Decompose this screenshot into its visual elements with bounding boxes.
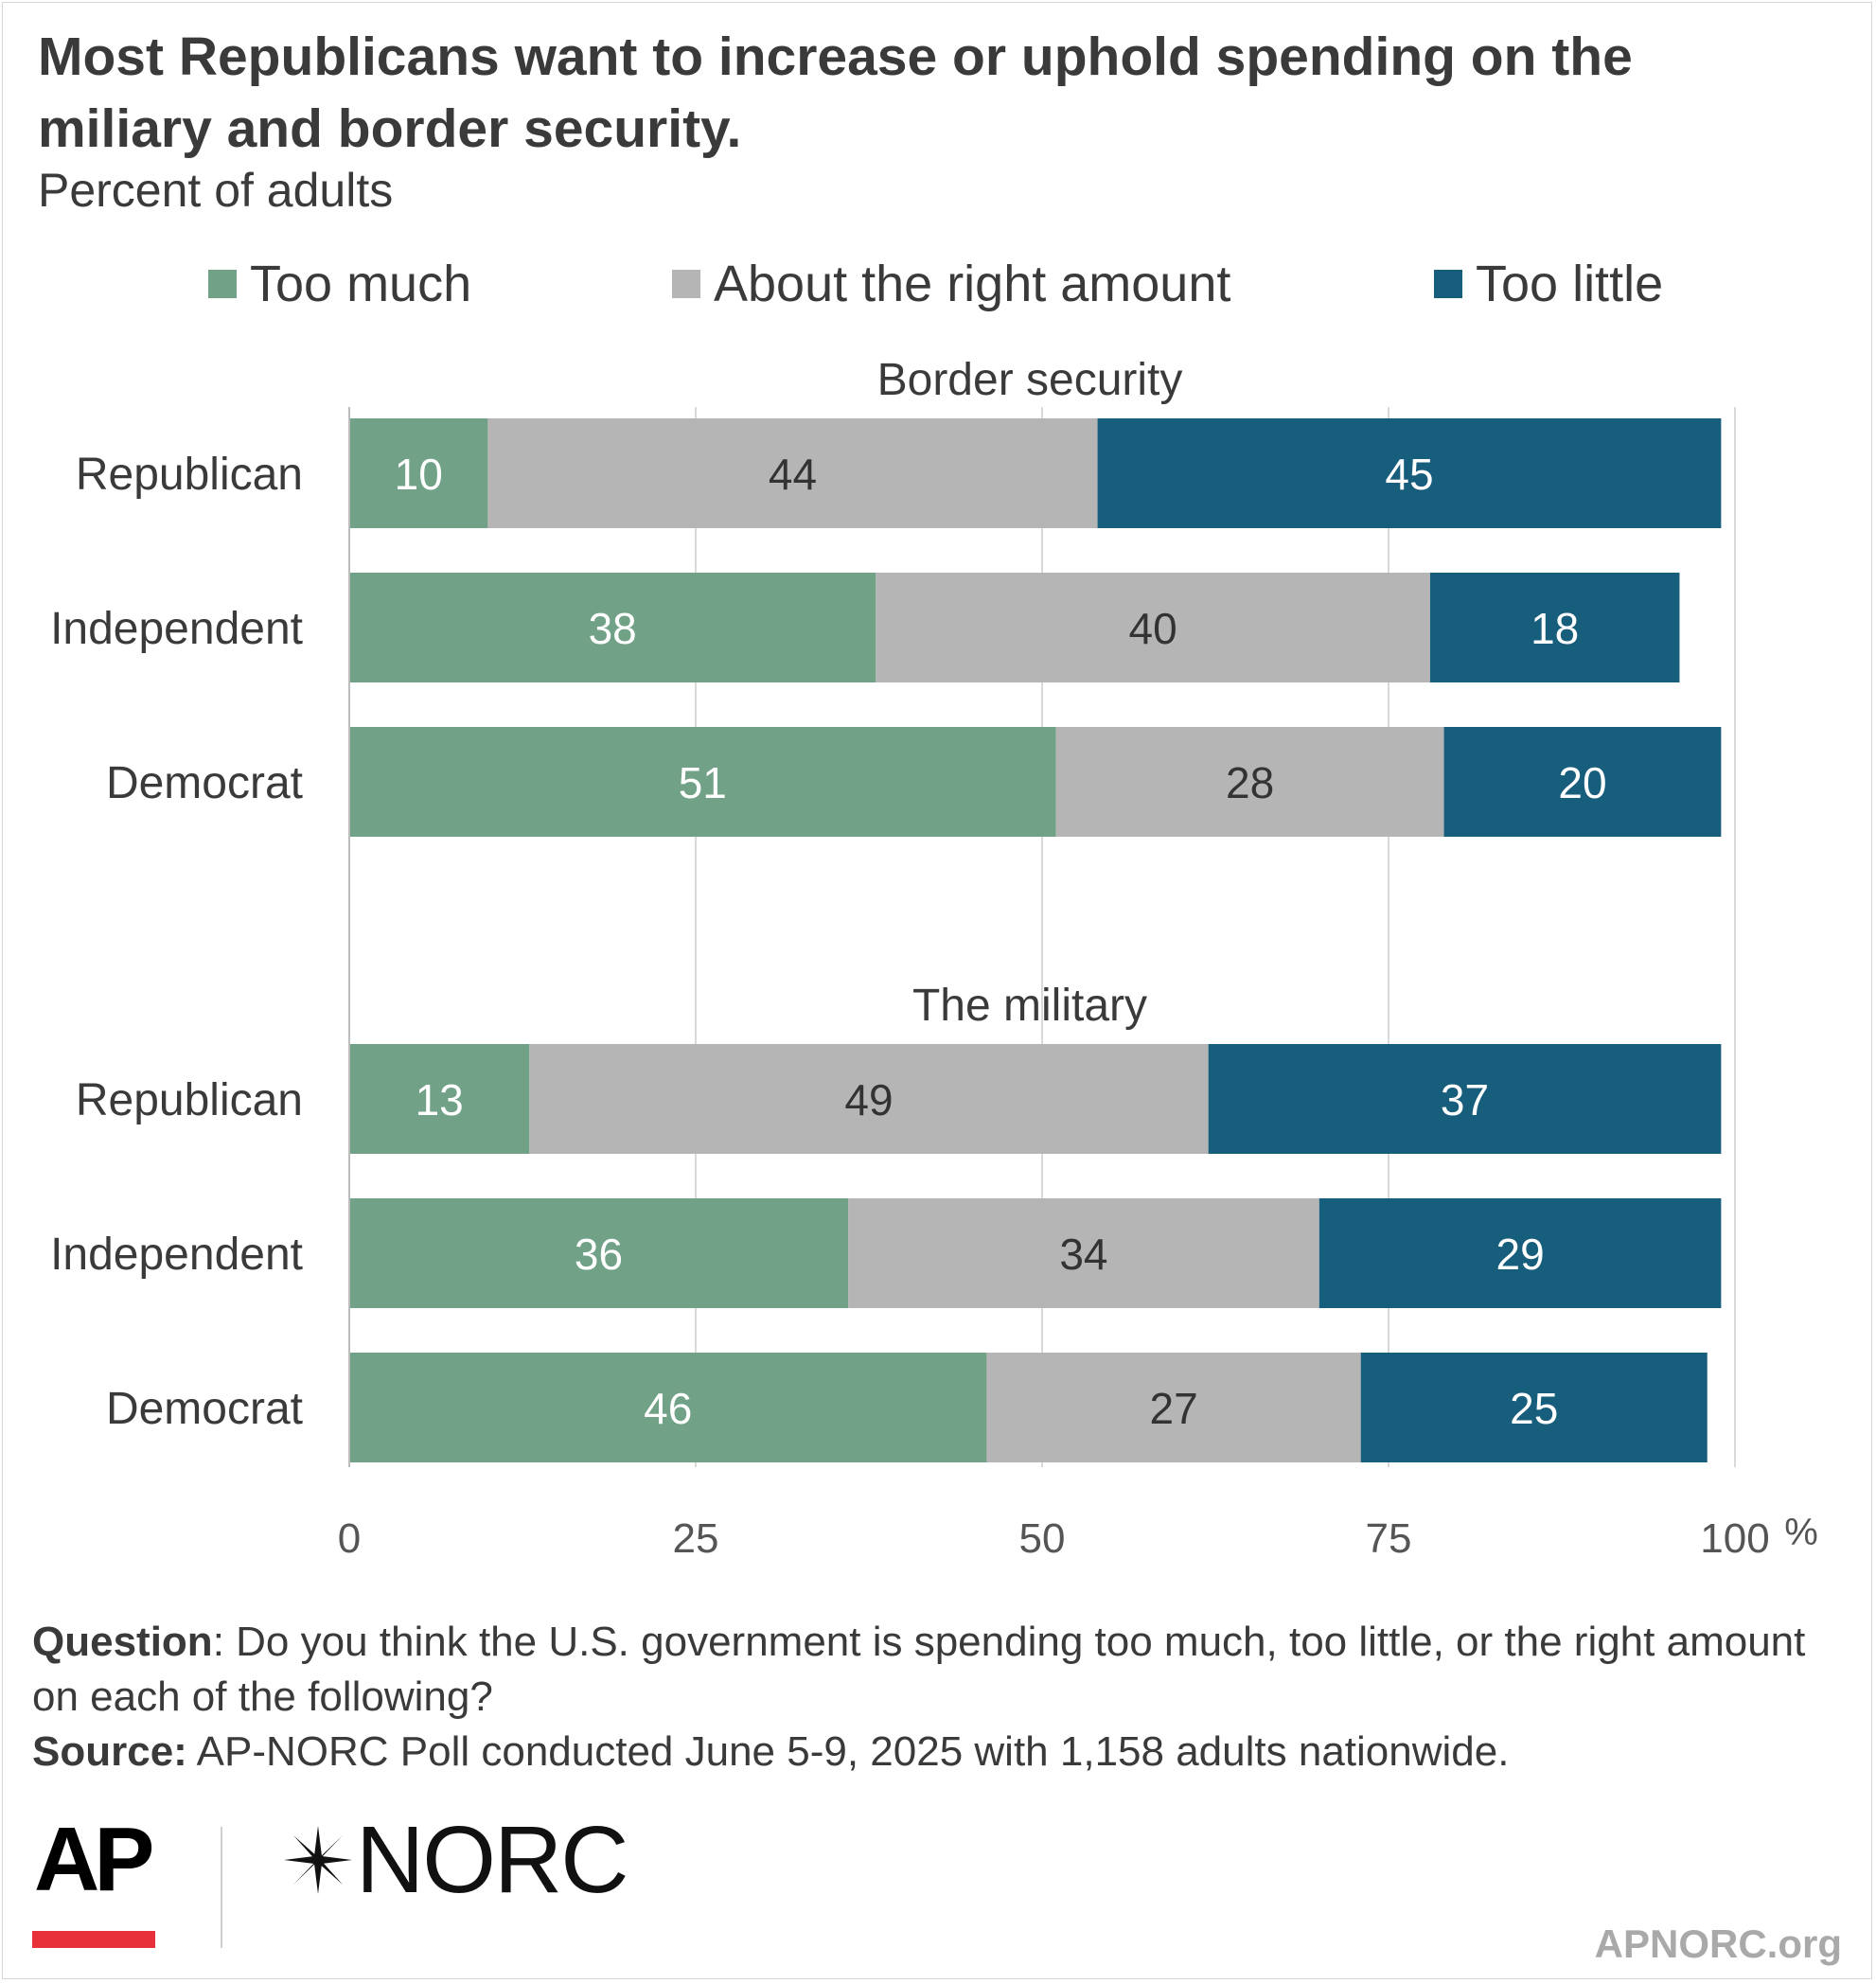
x-tick-label-100: 100 — [1700, 1515, 1769, 1562]
bar-0-0-0 — [349, 418, 488, 528]
ap-logo: AP — [34, 1809, 154, 1910]
chart-title: Most Republicans want to increase or uph… — [38, 27, 1633, 159]
category-label-0-2: Democrat — [106, 758, 303, 808]
data-label-0-0-1: 44 — [769, 450, 817, 499]
bar-1-2-2 — [1360, 1353, 1708, 1462]
x-tick-label-25: 25 — [673, 1515, 719, 1562]
panel-title-0: Border security — [877, 355, 1183, 405]
x-tick-label-75: 75 — [1366, 1515, 1412, 1562]
legend-item-too-much: Too much — [208, 254, 471, 314]
legend-label-too-little: Too little — [1476, 256, 1664, 312]
source-text: AP-NORC Poll conducted June 5-9, 2025 wi… — [186, 1728, 1510, 1775]
logo-divider — [221, 1827, 222, 1948]
data-label-0-0-2: 45 — [1385, 450, 1433, 499]
category-label-0-1: Independent — [50, 604, 303, 654]
ap-logo-bar — [32, 1931, 155, 1948]
question-text: : Do you think the U.S. government is sp… — [32, 1619, 1806, 1720]
legend-item-too-little: Too little — [1434, 254, 1663, 314]
bar-1-1-0 — [349, 1198, 849, 1308]
bar-1-2-1 — [986, 1353, 1361, 1462]
data-label-1-0-1: 49 — [844, 1075, 893, 1124]
x-tick-label-50: 50 — [1019, 1515, 1066, 1562]
bar-0-1-2 — [1429, 573, 1680, 682]
bar-0-2-0 — [349, 727, 1056, 837]
bar-0-1-1 — [876, 573, 1430, 682]
data-label-0-2-1: 28 — [1226, 758, 1274, 807]
bar-0-0-2 — [1097, 418, 1722, 528]
bar-1-0-1 — [529, 1044, 1209, 1154]
bar-1-1-2 — [1319, 1198, 1722, 1308]
data-label-0-2-0: 51 — [679, 758, 727, 807]
data-label-1-2-1: 27 — [1149, 1384, 1197, 1433]
data-label-1-0-2: 37 — [1441, 1075, 1489, 1124]
norc-logo-text: NORC — [356, 1807, 628, 1913]
category-label-1-2: Democrat — [106, 1384, 303, 1434]
category-label-0-0: Republican — [76, 450, 303, 500]
bar-0-0-1 — [487, 418, 1098, 528]
data-label-0-0-0: 10 — [395, 450, 443, 499]
x-unit-label: % — [1784, 1512, 1818, 1553]
data-label-1-1-2: 29 — [1495, 1230, 1544, 1279]
chart-subtitle: Percent of adults — [38, 164, 394, 217]
data-label-0-1-1: 40 — [1129, 604, 1177, 653]
panel-title-1: The military — [912, 981, 1147, 1031]
legend-item-about-right: About the right amount — [672, 254, 1230, 314]
question-label: Question — [32, 1619, 213, 1665]
data-label-1-2-2: 25 — [1510, 1384, 1558, 1433]
bar-1-0-0 — [349, 1044, 530, 1154]
legend-label-about-right: About the right amount — [714, 256, 1231, 312]
bar-0-1-0 — [349, 573, 876, 682]
category-label-1-1: Independent — [50, 1230, 303, 1280]
bar-1-0-2 — [1208, 1044, 1722, 1154]
site-url: APNORC.org — [1594, 1921, 1842, 1966]
legend-swatch-about-right — [672, 270, 700, 298]
data-label-0-1-2: 18 — [1531, 604, 1579, 653]
legend-label-too-much: Too much — [250, 256, 472, 312]
data-label-0-1-0: 38 — [589, 604, 637, 653]
footnote: Question: Do you think the U.S. governme… — [32, 1615, 1831, 1779]
source-label: Source: — [32, 1728, 187, 1775]
bar-0-2-2 — [1443, 727, 1722, 837]
norc-star-icon — [284, 1826, 352, 1894]
x-tick-label-0: 0 — [338, 1515, 361, 1562]
data-label-1-2-0: 46 — [644, 1384, 692, 1433]
data-label-1-1-1: 34 — [1059, 1230, 1107, 1279]
bar-1-2-0 — [349, 1353, 987, 1462]
norc-logo: NORC — [280, 1807, 628, 1913]
bar-0-2-1 — [1055, 727, 1444, 837]
data-label-1-0-0: 13 — [416, 1075, 464, 1124]
data-label-1-1-0: 36 — [575, 1230, 623, 1279]
legend-swatch-too-much — [208, 270, 237, 298]
legend-swatch-too-little — [1434, 270, 1462, 298]
bar-1-1-1 — [848, 1198, 1319, 1308]
stacked-bar-chart: 0 25 50 75 100 % Border security Republican 10 44… — [50, 355, 1818, 1562]
category-label-1-0: Republican — [76, 1075, 303, 1125]
data-label-0-2-2: 20 — [1558, 758, 1606, 807]
